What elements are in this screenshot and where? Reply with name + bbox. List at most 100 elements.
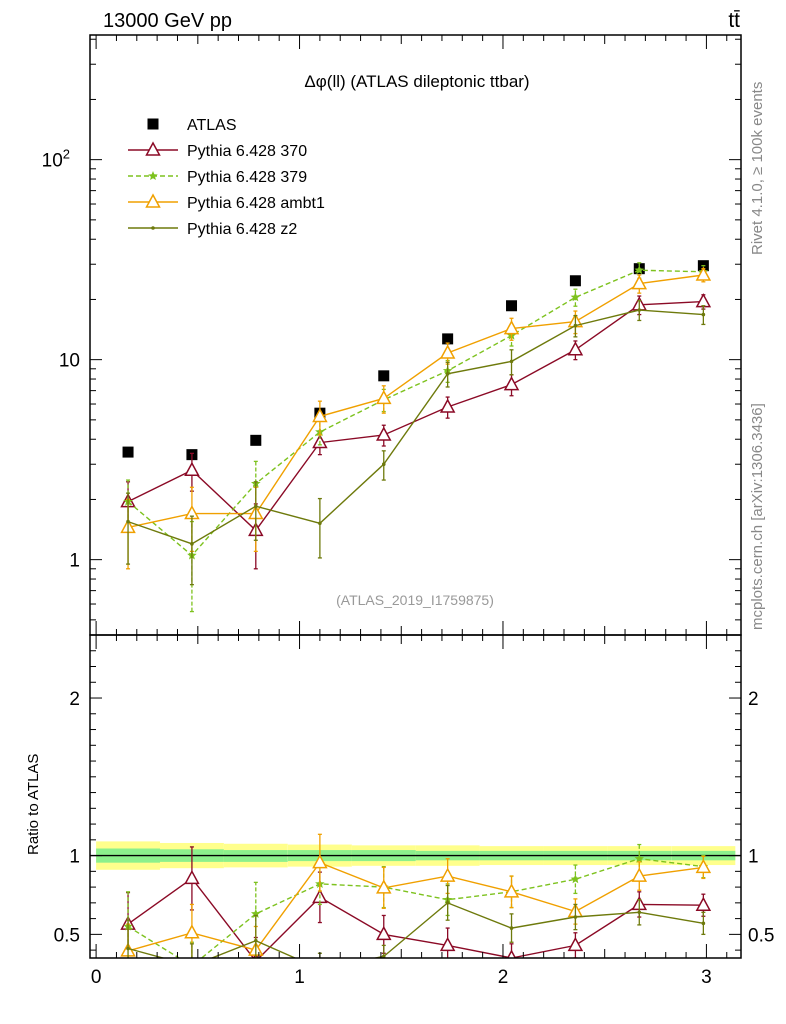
main-point-ambt1 xyxy=(631,275,648,290)
legend-marker-atlas xyxy=(147,118,159,130)
ratio-point-z2 xyxy=(254,938,258,943)
ratio-point-p370 xyxy=(184,869,200,885)
main-series-z2 xyxy=(126,300,706,586)
main-point-p379 xyxy=(570,292,581,302)
main-line-ambt1 xyxy=(127,274,704,529)
legend-marker-p370 xyxy=(145,141,161,156)
ratio-point-p370 xyxy=(506,949,517,958)
ratio-xtick-label: 2 xyxy=(498,967,509,988)
legend-label-z2: Pythia 6.428 z2 xyxy=(187,221,297,238)
legend-item-atlas: ATLAS xyxy=(147,117,237,134)
main-point-z2 xyxy=(318,521,322,526)
legend-marker-ambt1 xyxy=(145,193,161,208)
ratio-point-p370 xyxy=(376,925,392,941)
main-ytick-label: 102 xyxy=(42,147,70,172)
main-line-z2 xyxy=(127,309,704,545)
ratio-point-p370 xyxy=(567,936,584,952)
ratio-line-z2 xyxy=(127,902,704,958)
ratio-point-z2 xyxy=(381,954,386,958)
ratio-plot-frame xyxy=(89,634,742,959)
ratio-xtick-label: 0 xyxy=(91,967,102,988)
main-plot-title: Δφ(ll) (ATLAS dileptonic ttbar) xyxy=(304,72,529,91)
main-series-atlas xyxy=(122,260,709,461)
main-series-layer xyxy=(120,260,712,613)
ratio-point-p379 xyxy=(187,961,197,970)
main-point-p379 xyxy=(634,265,644,275)
main-point-p370 xyxy=(695,293,712,308)
main-ytick-label: 1 xyxy=(69,551,80,572)
ratio-line-ambt1 xyxy=(127,861,704,952)
ratio-point-z2 xyxy=(190,964,194,968)
ratio-ytick-label-left: 0.5 xyxy=(54,925,80,946)
main-point-z2 xyxy=(381,462,386,467)
ratio-ylabel: Ratio to ATLAS xyxy=(25,754,42,855)
ratio-point-ambt1 xyxy=(503,883,520,898)
main-ytick-label-exponent: 2 xyxy=(63,147,70,162)
legend-label-atlas: ATLAS xyxy=(187,117,237,134)
ratio-point-z2 xyxy=(701,921,706,926)
legend-item-p379: Pythia 6.428 379 xyxy=(128,169,307,186)
main-point-ambt1 xyxy=(376,389,392,405)
main-point-p370 xyxy=(503,376,520,391)
ratio-ytick-label-right: 1 xyxy=(748,847,759,868)
main-ytick-label: 10 xyxy=(59,351,80,372)
ratio-point-ambt1 xyxy=(439,867,456,882)
legend-marker-p379 xyxy=(148,171,158,180)
main-point-ambt1 xyxy=(695,266,712,281)
ratio-point-ambt1 xyxy=(631,867,648,882)
ratio-xtick-label: 1 xyxy=(294,967,305,988)
main-series-ambt1 xyxy=(120,266,712,570)
main-point-z2 xyxy=(126,519,130,524)
ratio-point-z2 xyxy=(637,910,642,915)
ratio-ytick-label-left: 2 xyxy=(69,689,80,710)
main-point-z2 xyxy=(637,308,642,312)
ratio-line-p370 xyxy=(127,877,704,958)
legend-item-p370: Pythia 6.428 370 xyxy=(128,141,307,160)
main-point-ambt1 xyxy=(503,320,520,335)
ratio-point-p379 xyxy=(570,874,581,884)
ratio-bands xyxy=(90,841,741,870)
main-point-z2 xyxy=(701,312,706,317)
legend-label-ambt1: Pythia 6.428 ambt1 xyxy=(187,195,325,212)
ratio-ytick-label-right: 0.5 xyxy=(748,925,774,946)
main-point-p370 xyxy=(567,341,584,356)
process-label: tt̄ xyxy=(728,9,740,32)
ratio-point-ambt1 xyxy=(312,854,328,869)
ratio-point-z2 xyxy=(126,946,130,951)
ratio-series-z2 xyxy=(126,884,706,968)
ratio-point-z2 xyxy=(445,901,450,905)
ratio-ytick-label-left: 1 xyxy=(69,847,80,868)
main-point-atlas xyxy=(442,333,454,345)
ratio-series-p370 xyxy=(120,846,712,958)
main-point-z2 xyxy=(509,359,514,364)
ratio-series-ambt1 xyxy=(120,833,712,958)
ratio-series-layer xyxy=(120,833,712,970)
ratio-point-z2 xyxy=(573,915,578,919)
analysis-tag: (ATLAS_2019_I1759875) xyxy=(336,592,494,608)
main-point-z2 xyxy=(573,323,578,328)
main-point-atlas xyxy=(569,275,581,287)
legend-label-p370: Pythia 6.428 370 xyxy=(187,143,307,160)
main-point-z2 xyxy=(190,542,194,546)
ratio-point-p379 xyxy=(251,908,261,918)
ratio-point-ambt1 xyxy=(695,858,712,874)
main-point-p370 xyxy=(376,426,392,441)
main-point-z2 xyxy=(445,371,450,376)
legend-label-p379: Pythia 6.428 379 xyxy=(187,169,307,186)
ratio-xtick-label: 3 xyxy=(701,967,712,988)
main-point-z2 xyxy=(254,504,258,509)
ratio-point-z2 xyxy=(509,926,514,930)
ratio-point-p370 xyxy=(439,936,456,952)
main-series-p370 xyxy=(120,293,712,570)
main-point-atlas xyxy=(378,370,390,382)
ratio-point-ambt1 xyxy=(376,879,392,894)
main-point-ambt1 xyxy=(312,407,328,423)
main-point-atlas xyxy=(250,434,262,446)
ratio-line-p379 xyxy=(127,857,704,958)
main-point-p370 xyxy=(184,461,200,476)
main-point-atlas xyxy=(506,300,518,312)
legend-marker-z2 xyxy=(151,226,155,230)
main-line-p379 xyxy=(127,269,704,557)
mcplots-site-label: mcplots.cern.ch [arXiv:1306.3436] xyxy=(749,403,766,630)
